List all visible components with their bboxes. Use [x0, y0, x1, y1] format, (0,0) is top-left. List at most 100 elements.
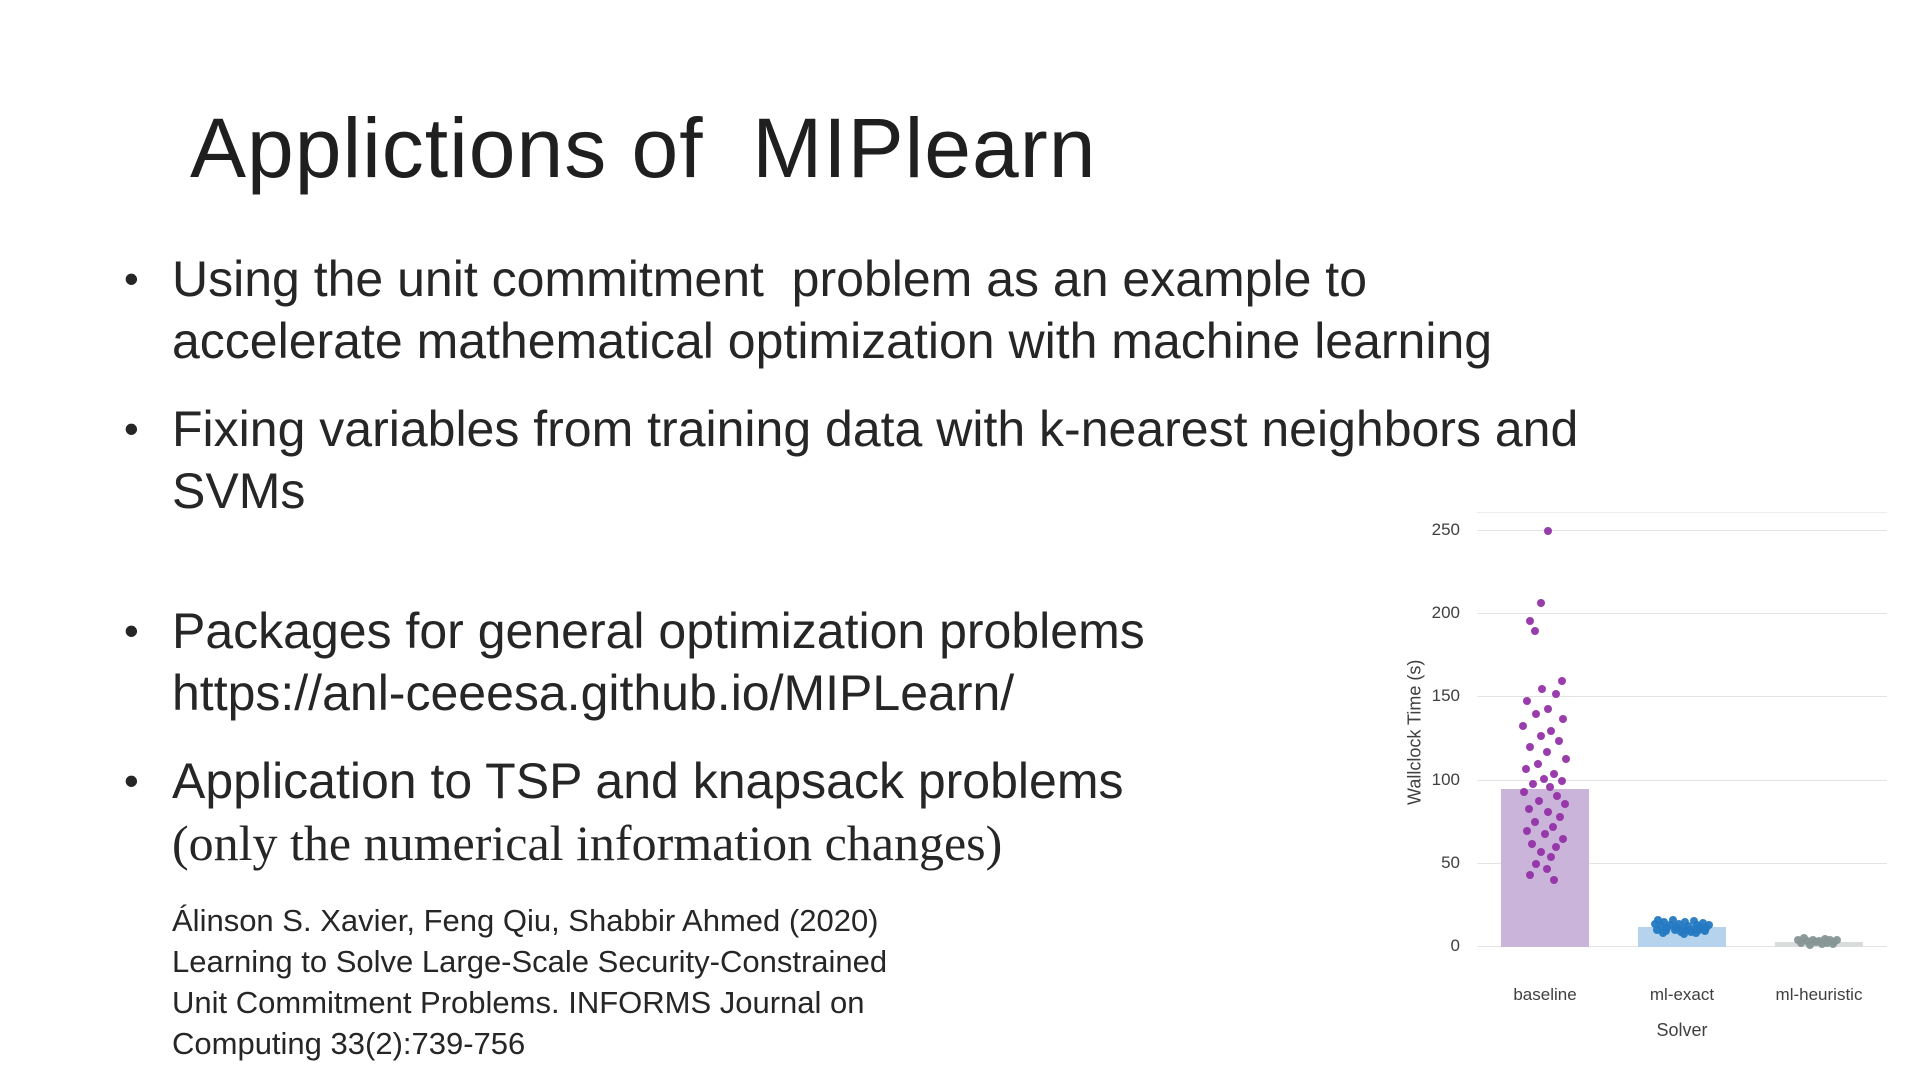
wallclock-time-chart: Wallclock Time (s) 0 50 100 150 200 250 basel…: [1400, 505, 1900, 1065]
y-tick-label: 250: [1431, 520, 1460, 539]
scatter-point: [1700, 927, 1709, 936]
scatter-point: [1550, 876, 1558, 885]
y-tick-label: 200: [1431, 603, 1460, 623]
bullet-item: Fixing variables from training data with…: [124, 398, 1578, 522]
scatter-point: [1523, 826, 1531, 835]
bullet-line-url: https://anl-ceeesa.github.io/MIPLearn/: [172, 665, 1015, 721]
scatter-point: [1654, 915, 1662, 924]
bullet-marker: [124, 600, 172, 724]
scatter-point: [1545, 783, 1554, 792]
scatter-point: [1657, 922, 1665, 931]
scatter-point: [1818, 939, 1826, 948]
gridline: [1477, 613, 1887, 615]
scatter-point: [1670, 926, 1679, 935]
scatter-point: [1691, 928, 1700, 937]
bullet-text: Using the unit commitment problem as an …: [172, 248, 1492, 372]
scatter-point: [1821, 934, 1829, 943]
bullet-line: accelerate mathematical optimization wit…: [172, 313, 1493, 369]
scatter-point: [1527, 839, 1536, 848]
citation-line: Unit Commitment Problems. INFORMS Journa…: [172, 985, 865, 1020]
scatter-point: [1544, 705, 1552, 714]
scatter-point: [1556, 813, 1564, 822]
bullet-line: Application to TSP and knapsack problems: [172, 753, 1124, 809]
scatter-point: [1551, 690, 1560, 699]
scatter-point: [1562, 754, 1570, 763]
scatter-point: [1551, 843, 1560, 852]
scatter-point: [1699, 918, 1707, 927]
y-tick-label: 100: [1431, 769, 1460, 789]
scatter-point: [1526, 871, 1534, 880]
scatter-point: [1822, 938, 1831, 947]
scatter-point: [1520, 788, 1528, 797]
scatter-point: [1687, 928, 1695, 937]
bullet-line: Packages for general optimization proble…: [172, 603, 1145, 659]
y-tick-label: 50: [1441, 852, 1460, 872]
citation-line: Computing 33(2):739-756: [172, 1026, 526, 1061]
y-tick-label: 150: [1431, 686, 1460, 706]
scatter-point: [1529, 779, 1537, 788]
x-tick-label: ml-heuristic: [1775, 985, 1863, 1004]
scatter-point: [1559, 715, 1567, 724]
scatter-point: [1530, 626, 1539, 635]
scatter-point: [1542, 864, 1551, 873]
scatter-point: [1541, 829, 1549, 838]
y-axis-ticks: 0 50 100 150 200 250: [1400, 512, 1465, 955]
scatter-point: [1812, 938, 1820, 946]
bullet-marker: [124, 750, 172, 874]
scatter-point: [1530, 818, 1539, 827]
bullet-text: Packages for general optimization proble…: [172, 600, 1145, 724]
scatter-point: [1548, 823, 1557, 832]
gridline: [1477, 696, 1887, 698]
scatter-point: [1828, 939, 1837, 948]
x-axis-ticks: baseline ml-exact ml-heuristic: [1477, 985, 1887, 1009]
scatter-point: [1526, 616, 1534, 625]
scatter-point: [1554, 736, 1563, 745]
bullet-line: SVMs: [172, 463, 306, 519]
scatter-point: [1651, 919, 1659, 928]
bullet-text: Application to TSP and knapsack problems…: [172, 750, 1124, 874]
bullet-list: Using the unit commitment problem as an …: [124, 248, 1578, 1064]
scatter-point: [1652, 925, 1661, 934]
x-tick-label: ml-exact: [1649, 985, 1715, 1004]
scatter-point: [1547, 726, 1555, 735]
scatter-point: [1523, 696, 1531, 705]
x-axis-title: Solver: [1656, 1020, 1708, 1040]
bullet-line: Using the unit commitment problem as an …: [172, 251, 1367, 307]
scatter-point: [1532, 710, 1540, 719]
scatter-point: [1560, 799, 1569, 808]
bullet-text: Fixing variables from training data with…: [172, 398, 1578, 522]
y-tick-label: 0: [1450, 936, 1460, 955]
scatter-point: [1544, 808, 1552, 817]
scatter-point: [1539, 774, 1548, 783]
scatter-point: [1660, 918, 1668, 927]
scatter-point: [1532, 859, 1540, 868]
citation: Álinson S. Xavier, Feng Qiu, Shabbir Ahm…: [172, 900, 1578, 1064]
scatter-point: [1538, 685, 1546, 694]
scatter-point: [1536, 848, 1545, 857]
scatter-point: [1806, 940, 1814, 949]
scatter-point: [1658, 928, 1667, 937]
scatter-point: [1535, 796, 1543, 805]
citation-line: Learning to Solve Large-Scale Security-C…: [172, 944, 888, 979]
scatter-point: [1542, 748, 1551, 757]
bullet-item: Packages for general optimization proble…: [124, 600, 1578, 724]
scatter-point: [1536, 598, 1545, 607]
scatter-point: [1547, 853, 1555, 862]
scatter-point: [1557, 776, 1566, 785]
gridline: [1477, 862, 1887, 864]
citation-line: Álinson S. Xavier, Feng Qiu, Shabbir Ahm…: [172, 903, 879, 938]
bullet-marker: [124, 398, 172, 522]
scatter-point: [1521, 764, 1530, 773]
bullet-item: Using the unit commitment problem as an …: [124, 248, 1578, 372]
scatter-point: [1679, 929, 1688, 938]
scatter-point: [1526, 743, 1534, 752]
scatter-point: [1669, 916, 1677, 925]
scatter-point: [1684, 922, 1692, 931]
scatter-point: [1518, 721, 1527, 730]
scatter-point: [1553, 791, 1561, 800]
bullet-marker: [124, 248, 172, 372]
bullet-line: Fixing variables from training data with…: [172, 401, 1579, 457]
slide-title: Applictions of MIPlearn: [190, 101, 1097, 195]
scatter-point: [1524, 804, 1533, 813]
